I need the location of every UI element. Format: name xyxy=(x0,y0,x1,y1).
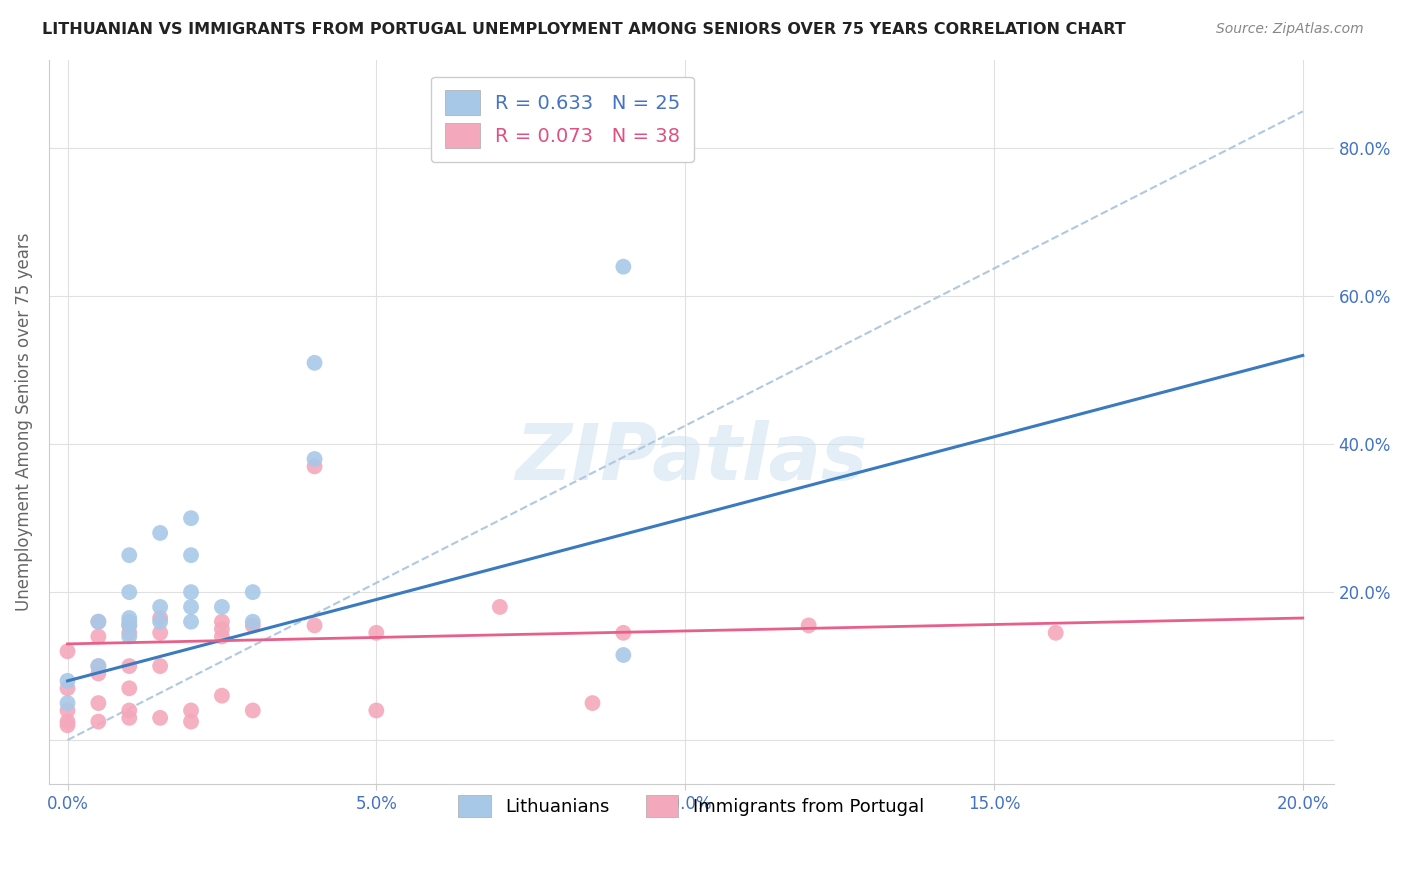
Point xyxy=(149,611,172,625)
Point xyxy=(612,260,634,274)
Point xyxy=(56,681,79,696)
Point xyxy=(180,599,202,614)
Point xyxy=(56,703,79,717)
Point xyxy=(489,599,512,614)
Point xyxy=(366,703,388,717)
Point xyxy=(87,659,110,673)
Point xyxy=(118,659,141,673)
Point xyxy=(797,618,820,632)
Point xyxy=(211,622,233,636)
Point xyxy=(211,615,233,629)
Point xyxy=(149,659,172,673)
Point xyxy=(118,630,141,644)
Point xyxy=(56,696,79,710)
Point xyxy=(118,618,141,632)
Point xyxy=(180,548,202,562)
Point xyxy=(149,599,172,614)
Point xyxy=(118,711,141,725)
Point xyxy=(180,585,202,599)
Point xyxy=(56,673,79,688)
Point xyxy=(87,666,110,681)
Point xyxy=(87,659,110,673)
Point xyxy=(56,718,79,732)
Point xyxy=(87,615,110,629)
Point xyxy=(56,714,79,729)
Point xyxy=(180,615,202,629)
Point xyxy=(118,585,141,599)
Point xyxy=(87,696,110,710)
Point xyxy=(149,615,172,629)
Point xyxy=(118,681,141,696)
Point xyxy=(118,611,141,625)
Point xyxy=(242,618,264,632)
Point xyxy=(87,630,110,644)
Point xyxy=(366,625,388,640)
Text: ZIPatlas: ZIPatlas xyxy=(515,420,868,496)
Point xyxy=(304,356,326,370)
Point xyxy=(242,703,264,717)
Point xyxy=(612,625,634,640)
Point xyxy=(118,703,141,717)
Point xyxy=(612,648,634,662)
Point xyxy=(304,452,326,467)
Point xyxy=(211,630,233,644)
Point xyxy=(87,615,110,629)
Point xyxy=(118,615,141,629)
Point xyxy=(149,711,172,725)
Text: LITHUANIAN VS IMMIGRANTS FROM PORTUGAL UNEMPLOYMENT AMONG SENIORS OVER 75 YEARS : LITHUANIAN VS IMMIGRANTS FROM PORTUGAL U… xyxy=(42,22,1126,37)
Point xyxy=(1045,625,1067,640)
Point xyxy=(304,459,326,474)
Point xyxy=(304,618,326,632)
Point xyxy=(211,599,233,614)
Point xyxy=(56,644,79,658)
Point xyxy=(149,625,172,640)
Point xyxy=(118,618,141,632)
Point xyxy=(118,548,141,562)
Point xyxy=(180,703,202,717)
Point xyxy=(87,714,110,729)
Y-axis label: Unemployment Among Seniors over 75 years: Unemployment Among Seniors over 75 years xyxy=(15,233,32,611)
Text: Source: ZipAtlas.com: Source: ZipAtlas.com xyxy=(1216,22,1364,37)
Point xyxy=(242,585,264,599)
Point xyxy=(581,696,603,710)
Point xyxy=(180,511,202,525)
Point xyxy=(149,525,172,540)
Point xyxy=(242,615,264,629)
Point xyxy=(180,714,202,729)
Legend: Lithuanians, Immigrants from Portugal: Lithuanians, Immigrants from Portugal xyxy=(450,786,934,826)
Point xyxy=(118,625,141,640)
Point xyxy=(211,689,233,703)
